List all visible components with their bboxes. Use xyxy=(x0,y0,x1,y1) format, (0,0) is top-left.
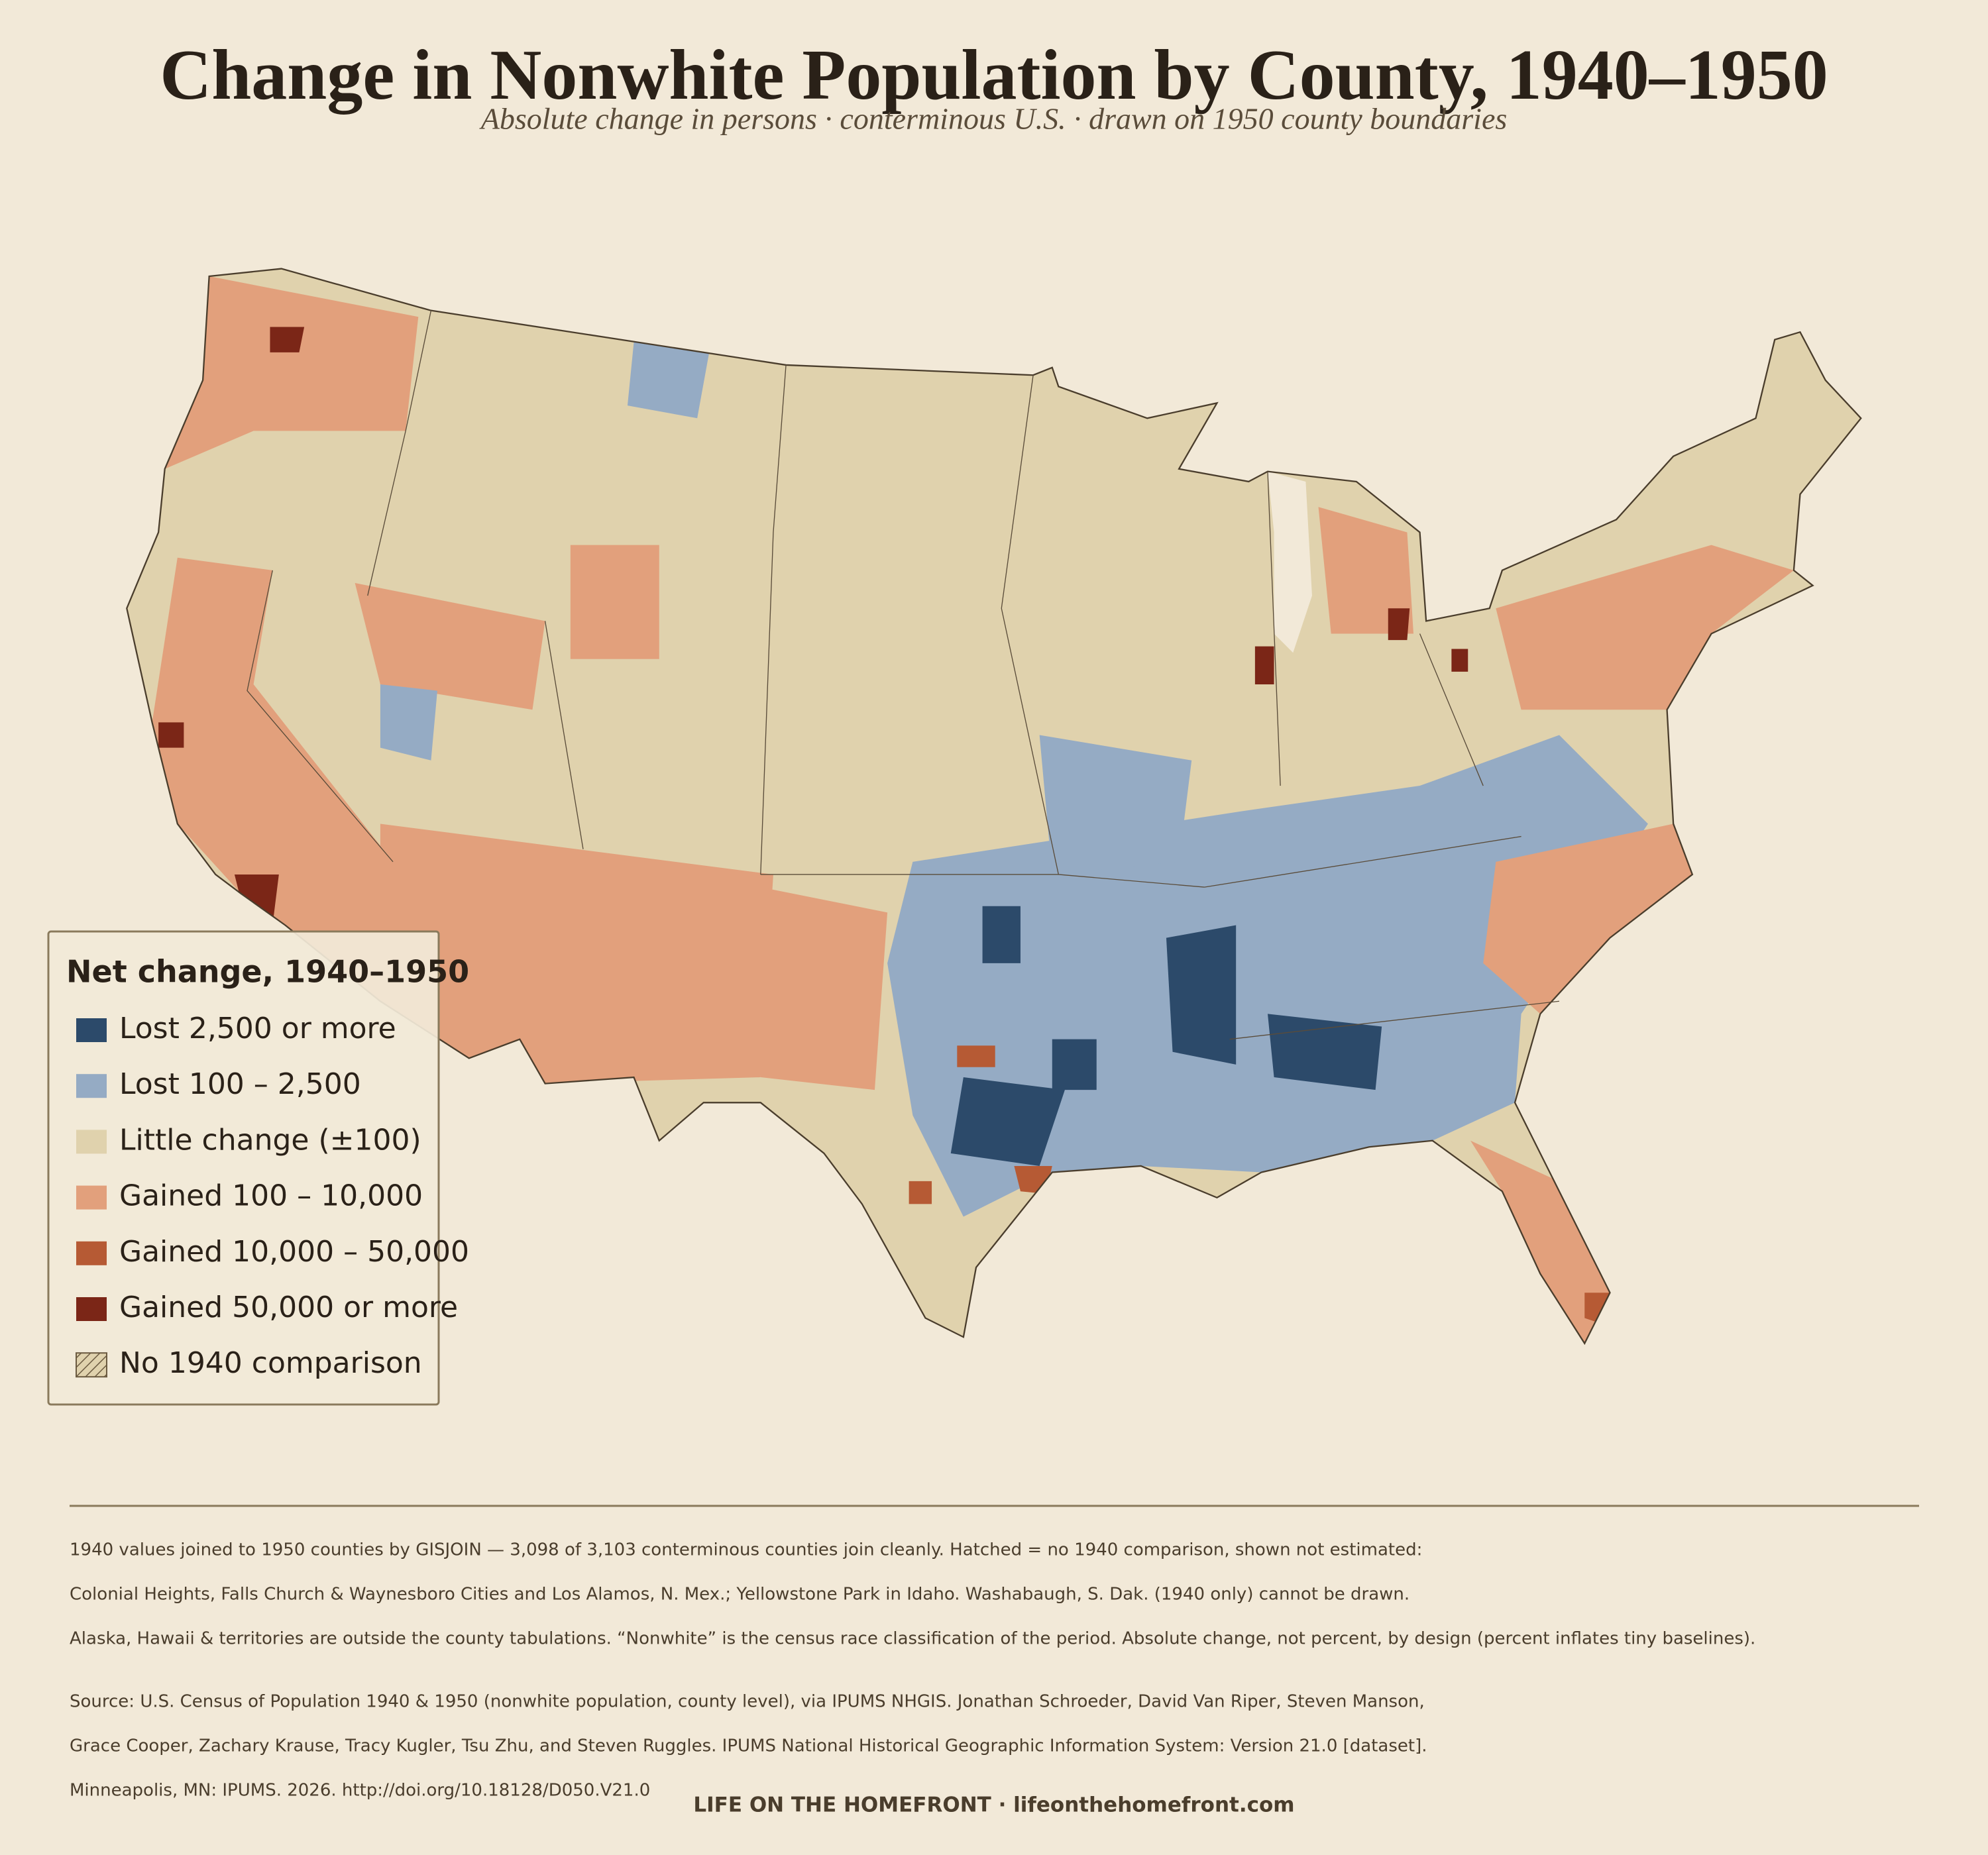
legend-swatch xyxy=(76,1130,107,1154)
county-region xyxy=(1268,1014,1382,1090)
county-region xyxy=(1451,649,1468,672)
legend-label: Little change (±100) xyxy=(119,1123,421,1157)
legend: Net change, 1940–1950 Lost 2,500 or more… xyxy=(47,930,469,1406)
county-region xyxy=(627,342,710,419)
county-region xyxy=(1470,1140,1610,1344)
legend-swatch-hatch xyxy=(76,1352,107,1378)
source-line: Grace Cooper, Zachary Krause, Tracy Kugl… xyxy=(70,1736,1427,1756)
footnote: 1940 values joined to 1950 counties by G… xyxy=(70,1540,1422,1560)
source-line: Source: U.S. Census of Population 1940 &… xyxy=(70,1692,1425,1712)
county-region xyxy=(1388,608,1410,641)
county-region xyxy=(1483,823,1692,1014)
state-lines xyxy=(247,310,1560,1040)
county-region xyxy=(570,545,659,659)
lake-michigan xyxy=(1268,471,1312,653)
legend-label: Gained 100 – 10,000 xyxy=(119,1179,423,1213)
county-region xyxy=(982,906,1021,963)
subtitle: Absolute change in persons · conterminou… xyxy=(479,102,1508,136)
county-region xyxy=(380,823,773,1084)
legend-swatch xyxy=(76,1018,107,1042)
county-region xyxy=(1039,735,1192,874)
legend-label: Gained 50,000 or more xyxy=(119,1291,458,1324)
county-region xyxy=(270,327,305,352)
county-region xyxy=(1052,1039,1097,1090)
legend-label: Lost 100 – 2,500 xyxy=(119,1067,361,1101)
legend-label: No 1940 comparison xyxy=(119,1346,422,1380)
legend-label: Lost 2,500 or more xyxy=(119,1012,396,1045)
source-line: Minneapolis, MN: IPUMS. 2026. http://doi… xyxy=(70,1781,650,1801)
legend-swatch xyxy=(76,1185,107,1210)
county-region xyxy=(158,722,184,748)
title: Change in Nonwhite Population by County,… xyxy=(160,36,1828,115)
county-region xyxy=(1496,545,1794,710)
legend-swatch xyxy=(76,1074,107,1098)
county-region xyxy=(1254,646,1274,685)
county-region xyxy=(950,1077,1065,1166)
county-region xyxy=(164,276,419,469)
county-region xyxy=(152,557,394,1002)
legend-box xyxy=(47,930,440,1406)
county-region xyxy=(1318,507,1413,634)
county-region xyxy=(355,582,545,710)
legend-title: Net change, 1940–1950 xyxy=(66,954,469,990)
footnote: Alaska, Hawaii & territories are outside… xyxy=(70,1629,1755,1649)
county-region xyxy=(380,684,437,761)
county-region xyxy=(1166,925,1237,1065)
footnote: Colonial Heights, Falls Church & Waynesb… xyxy=(70,1585,1409,1605)
legend-swatch xyxy=(76,1241,107,1265)
credit: LIFE ON THE HOMEFRONT · lifeonthehomefro… xyxy=(693,1793,1294,1817)
notes: 1940 values joined to 1950 counties by G… xyxy=(70,1540,1755,1801)
county-region xyxy=(909,1181,932,1204)
county-region xyxy=(760,887,888,1090)
legend-label: Gained 10,000 – 50,000 xyxy=(119,1235,469,1269)
legend-swatch xyxy=(76,1297,107,1321)
county-region xyxy=(957,1045,995,1067)
